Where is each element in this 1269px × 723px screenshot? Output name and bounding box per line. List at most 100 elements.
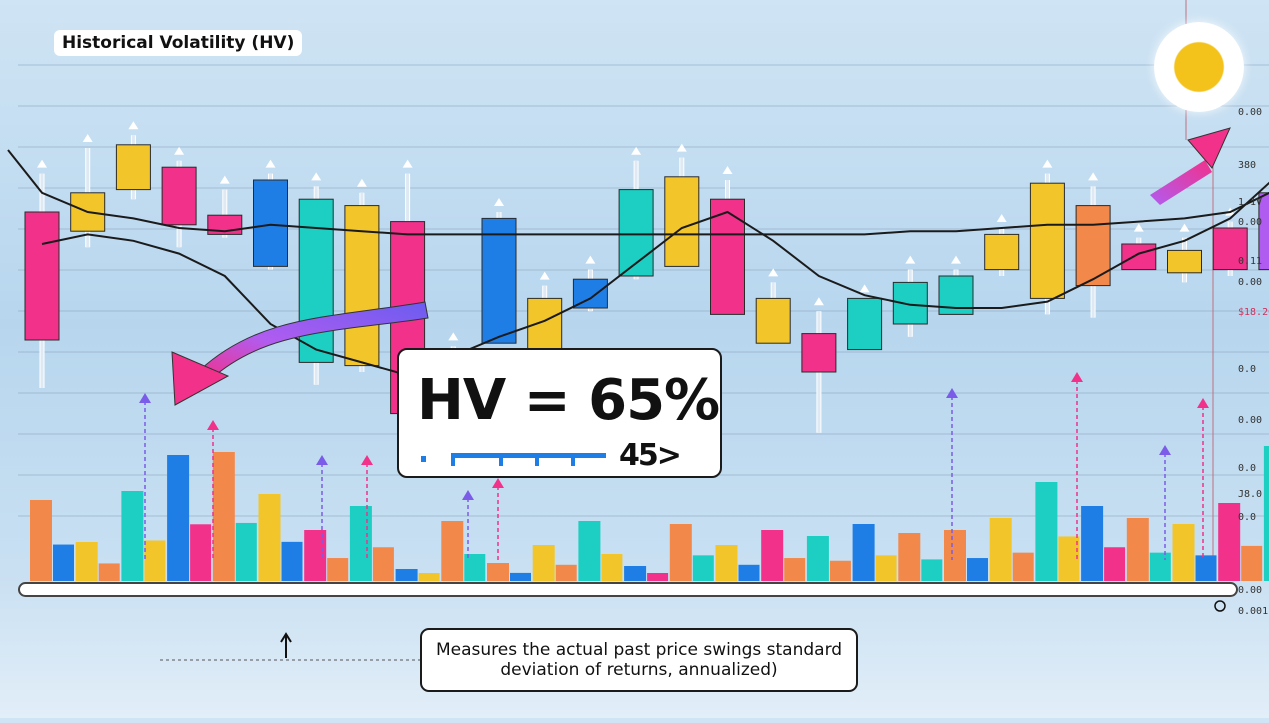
volume-timeline-track <box>18 582 1238 597</box>
volume-bar <box>852 524 875 581</box>
pin-icon <box>1214 600 1226 612</box>
volume-bar <box>190 524 212 581</box>
candle-body <box>481 217 517 344</box>
hv-value-card: HV = 65% 45> <box>397 348 722 478</box>
up-trend-arrow <box>1150 160 1212 205</box>
up-arrow-icon <box>280 632 292 658</box>
volume-bar <box>578 521 601 581</box>
up-arrow-icon <box>356 178 367 187</box>
volume-bar <box>30 500 52 581</box>
y-axis-tick-label: 380 <box>1238 160 1256 171</box>
up-arrow-icon <box>585 255 596 264</box>
y-axis-tick-label: 0.0 <box>1238 364 1256 375</box>
up-arrow-icon <box>539 271 550 280</box>
volume-bar <box>235 522 257 581</box>
volume-bar <box>1241 545 1263 581</box>
up-arrow-icon <box>492 478 504 488</box>
volume-bar <box>601 554 623 581</box>
y-axis-tick-label: 0.11 <box>1238 256 1262 267</box>
up-arrow-icon <box>676 143 687 152</box>
up-arrow-icon <box>631 146 642 155</box>
volume-bar <box>510 572 531 581</box>
up-arrow-icon <box>1088 172 1099 181</box>
volume-bar <box>875 555 897 581</box>
up-arrow-icon <box>1071 372 1083 382</box>
volume-bar <box>1172 524 1195 581</box>
up-arrow-icon <box>207 420 219 430</box>
y-axis-tick-label: 0.001 <box>1238 606 1268 617</box>
volume-bar <box>898 533 921 581</box>
y-axis-tick-label: 0.0 <box>1238 463 1256 474</box>
volume-bar <box>121 491 144 581</box>
up-arrow-icon <box>951 255 961 264</box>
up-arrow-icon <box>722 166 733 174</box>
volume-bar <box>487 563 509 581</box>
up-arrow-icon <box>1179 223 1190 232</box>
up-arrow-icon <box>265 159 276 168</box>
y-axis-tick-label: 0.00 <box>1238 277 1262 288</box>
up-arrow-icon <box>768 268 779 277</box>
up-arrow-icon <box>174 146 185 155</box>
candle-body <box>618 189 654 277</box>
volume-bar <box>1149 552 1171 581</box>
volume-bar <box>532 545 555 581</box>
volume-bar <box>395 569 418 581</box>
sun-icon <box>1154 22 1244 112</box>
moving-average-line <box>7 149 1269 236</box>
candle-body <box>664 176 700 267</box>
volume-bar <box>1263 446 1269 581</box>
volume-bar <box>1126 518 1149 581</box>
up-arrow-icon <box>219 175 230 184</box>
volume-bar <box>692 555 714 581</box>
y-axis-tick-label: 0.00 <box>1238 415 1262 426</box>
volume-bar <box>669 524 692 581</box>
volume-bar <box>967 558 988 581</box>
up-arrow-icon <box>1159 445 1171 455</box>
arrow-head-icon <box>1187 127 1231 169</box>
volume-bar <box>464 554 486 581</box>
volume-bar <box>98 563 120 581</box>
chart-title: Historical Volatility (HV) <box>54 30 303 56</box>
volume-bar <box>144 540 166 581</box>
up-arrow-icon <box>37 159 47 168</box>
volume-bar <box>281 541 303 581</box>
volume-bar <box>53 544 74 581</box>
y-axis-tick-label: 0.00 <box>1238 107 1262 118</box>
volume-bar <box>738 564 760 581</box>
volume-bar <box>1058 536 1080 581</box>
volume-bar <box>761 530 784 581</box>
candle-body <box>847 297 883 351</box>
up-arrow-icon <box>462 490 474 500</box>
volume-bar <box>372 547 394 581</box>
volume-bar <box>212 452 235 581</box>
candle-body <box>70 192 106 232</box>
volume-bar <box>441 521 464 581</box>
candle-body <box>253 179 288 267</box>
y-axis-tick-label: 0.0 <box>1238 512 1256 523</box>
up-arrow-icon <box>859 284 870 293</box>
volume-bar <box>829 560 851 581</box>
volume-bar <box>1104 547 1126 581</box>
candle-body <box>801 333 837 373</box>
arrow-head-icon <box>171 351 230 406</box>
volume-bar <box>1012 552 1034 581</box>
y-axis-tick-label: 0.00 <box>1238 585 1262 596</box>
candle-body <box>1167 249 1202 274</box>
up-arrow-icon <box>905 255 916 264</box>
up-arrow-icon <box>1042 159 1053 168</box>
y-axis-tick-label: $18.20 <box>1238 307 1269 318</box>
y-axis-tick-label: 0.00 <box>1238 217 1262 228</box>
volume-bar <box>75 542 98 581</box>
up-arrow-icon <box>1133 223 1144 232</box>
volume-bar <box>944 530 966 581</box>
up-arrow-icon <box>311 172 322 181</box>
up-arrow-icon <box>996 214 1007 222</box>
volume-bar <box>624 566 647 581</box>
volume-bar <box>167 455 190 581</box>
candle-body <box>1258 192 1269 271</box>
hv-sub-value: 45> <box>619 438 682 473</box>
candle-body <box>755 297 791 344</box>
up-arrow-icon <box>813 297 824 306</box>
caption-text: Measures the actual past price swings st… <box>435 640 843 680</box>
